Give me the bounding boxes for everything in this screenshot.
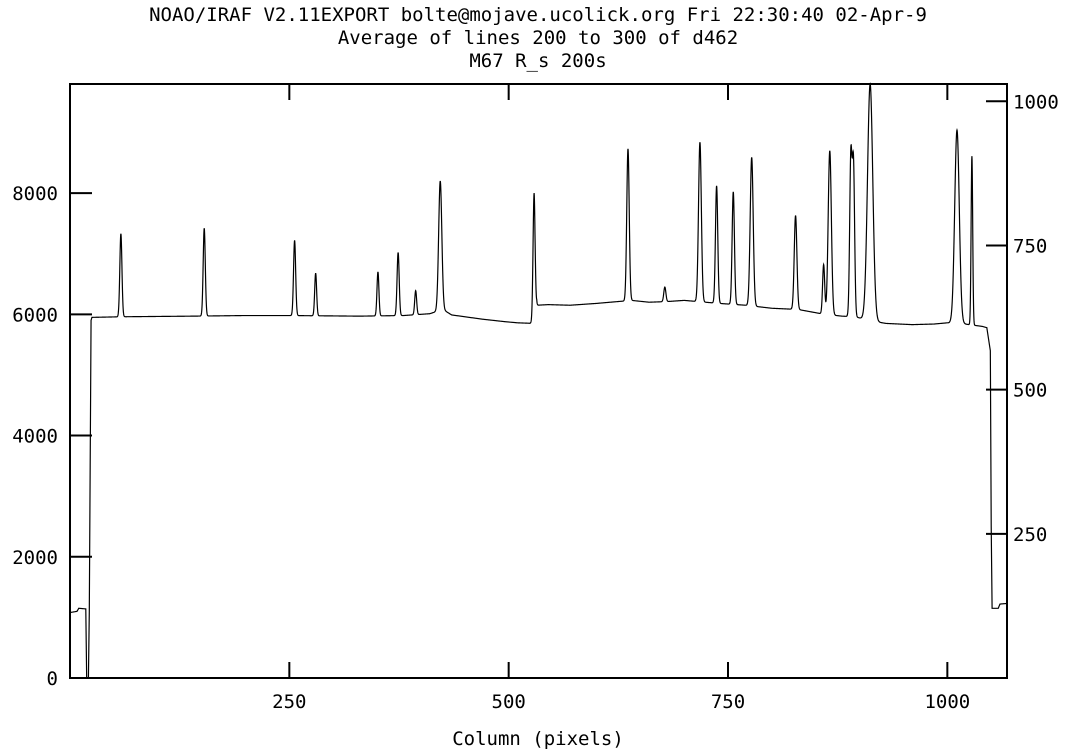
- x-tick-label: 1000: [924, 691, 970, 713]
- y2-tick-label: 250: [1013, 524, 1047, 546]
- x-tick-label: 250: [272, 691, 306, 713]
- y-tick-label: 6000: [12, 304, 58, 326]
- x-tick-label: 500: [492, 691, 526, 713]
- y2-axis-ticks: 250 500 750 1000: [986, 91, 1059, 546]
- x-tick-label: 750: [711, 691, 745, 713]
- header-line-1: NOAO/IRAF V2.11EXPORT bolte@mojave.ucoli…: [149, 4, 927, 26]
- spectrum-series-line: [69, 82, 1008, 679]
- y2-tick-label: 1000: [1013, 91, 1059, 113]
- x-axis-label: Column (pixels): [452, 728, 624, 750]
- y-tick-label: 8000: [12, 183, 58, 205]
- y-tick-label: 0: [47, 668, 58, 690]
- plot-frame: [69, 83, 1008, 679]
- x-axis-ticks: 250 500 750 1000: [272, 84, 970, 713]
- y-axis-ticks: 0 2000 4000 6000 8000: [12, 183, 92, 690]
- y2-tick-label: 750: [1013, 235, 1047, 257]
- y2-tick-label: 500: [1013, 380, 1047, 402]
- header-line-3: M67 R_s 200s: [469, 50, 606, 72]
- header-line-2: Average of lines 200 to 300 of d462: [338, 27, 738, 49]
- y-tick-label: 4000: [12, 426, 58, 448]
- y-tick-label: 2000: [12, 547, 58, 569]
